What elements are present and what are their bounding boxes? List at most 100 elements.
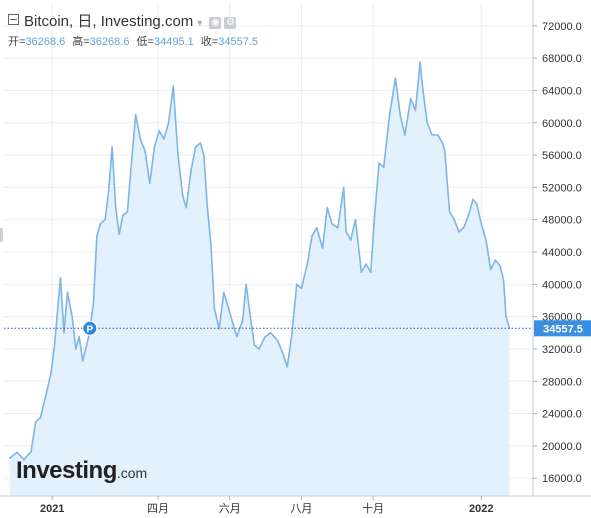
price-segment (63, 291, 69, 334)
price-segment (59, 277, 65, 334)
price-segment (494, 259, 501, 267)
price-segment (306, 235, 313, 265)
price-segment (485, 239, 492, 271)
price-segment (345, 231, 352, 241)
open-label: 开= (8, 36, 26, 48)
price-segment (499, 264, 505, 282)
price-segment (92, 235, 98, 306)
price-segment (382, 113, 391, 168)
price-segment (458, 226, 465, 233)
high-label: 高= (72, 36, 90, 48)
price-segment (373, 162, 380, 221)
price-segment (286, 332, 293, 368)
y-tick-label: 32000.0 (542, 344, 582, 356)
price-segment (203, 154, 209, 209)
price-segment (153, 130, 160, 148)
price-segment (399, 113, 406, 136)
price-segment (436, 134, 444, 144)
price-segment (139, 138, 146, 152)
chart-header: Bitcoin, 日, Investing.com ▾ ◉ ⚙ (8, 10, 237, 31)
price-segment (99, 218, 106, 225)
price-segment (453, 218, 460, 233)
price-segment (342, 186, 347, 233)
price-segment (462, 214, 470, 229)
price-segment (444, 150, 451, 213)
price-segment (71, 315, 77, 350)
collapse-icon[interactable] (8, 14, 19, 25)
price-segment (378, 162, 385, 168)
price-segment (39, 392, 48, 419)
price-segment (210, 243, 216, 310)
price-segment (441, 142, 446, 152)
price-segment (131, 113, 137, 156)
price-segment (258, 336, 266, 350)
price-segment (23, 450, 32, 461)
price-segment (365, 263, 372, 274)
y-tick-label: 52000.0 (542, 182, 582, 194)
price-area-fill (9, 62, 510, 496)
investing-logo: Investing.com (16, 457, 147, 485)
y-tick-label: 40000.0 (542, 279, 582, 291)
price-segment (311, 226, 318, 237)
position-marker[interactable]: P (82, 320, 98, 336)
y-axis-ticks: 16000.020000.024000.028000.032000.036000… (533, 21, 582, 485)
price-segment (50, 344, 56, 375)
source-label: Investing.com (100, 13, 194, 30)
last-price-tag-text: 34557.5 (543, 323, 583, 335)
price-segment (300, 263, 309, 290)
x-tick-label: 六月 (219, 502, 241, 515)
price-segment (369, 218, 376, 274)
price-segment (121, 210, 129, 217)
resize-handle[interactable] (0, 228, 3, 242)
open-value: 36268.6 (25, 36, 66, 48)
price-segment (295, 283, 303, 290)
price-segment (78, 336, 84, 362)
interval-label: 日 (77, 13, 93, 30)
price-segment (360, 263, 367, 274)
price-segment (331, 222, 339, 229)
price-segment (291, 283, 298, 334)
price-segment (218, 291, 225, 330)
price-segment (337, 186, 345, 229)
y-tick-label: 24000.0 (542, 409, 582, 421)
price-segment (253, 344, 260, 350)
price-segment (66, 291, 73, 318)
gear-icon[interactable]: ⚙ (224, 17, 237, 29)
price-segment (388, 77, 397, 116)
x-tick-label: 八月 (290, 503, 312, 515)
y-tick-label: 68000.0 (542, 53, 582, 65)
y-tick-label: 48000.0 (542, 215, 582, 227)
close-value: 34557.5 (218, 36, 258, 48)
x-axis-ticks: 2021 四月 六月 八月 十月 2022 (40, 496, 494, 515)
price-segment (409, 97, 417, 112)
price-segment (326, 206, 333, 225)
logo-suffix: .com (116, 465, 148, 481)
price-segment (281, 352, 289, 368)
y-tick-label: 20000.0 (542, 441, 582, 453)
price-segment (96, 222, 102, 237)
price-segment (349, 218, 357, 241)
price-segment (421, 85, 429, 124)
x-tick-label: 2022 (469, 503, 493, 515)
price-segment (241, 283, 247, 322)
price-segment (277, 340, 284, 354)
x-tick-label: 四月 (147, 503, 169, 515)
y-tick-label: 28000.0 (542, 376, 582, 388)
price-segment (74, 336, 81, 350)
price-segment (185, 170, 192, 209)
price-segment (502, 279, 507, 318)
ohlc-readout: 开=36268.6 高=36268.6 低=34495.1 收=34557.5 (8, 33, 262, 49)
snapshot-icon[interactable]: ◉ (209, 17, 222, 29)
price-segment (107, 146, 113, 193)
price-segment (30, 420, 37, 453)
price-segment (199, 142, 205, 156)
separator: , (69, 13, 74, 30)
price-segment (467, 198, 474, 217)
price-segment (134, 113, 142, 140)
price-segment (167, 85, 175, 124)
chevron-down-icon[interactable]: ▾ (197, 18, 203, 29)
y-tick-label: 56000.0 (542, 150, 582, 162)
marker-circle (82, 320, 98, 336)
price-segment (16, 451, 25, 461)
